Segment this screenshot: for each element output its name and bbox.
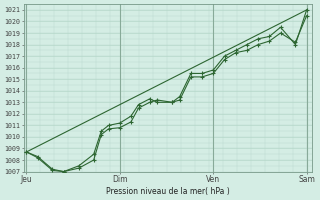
X-axis label: Pression niveau de la mer( hPa ): Pression niveau de la mer( hPa ) [106,187,230,196]
